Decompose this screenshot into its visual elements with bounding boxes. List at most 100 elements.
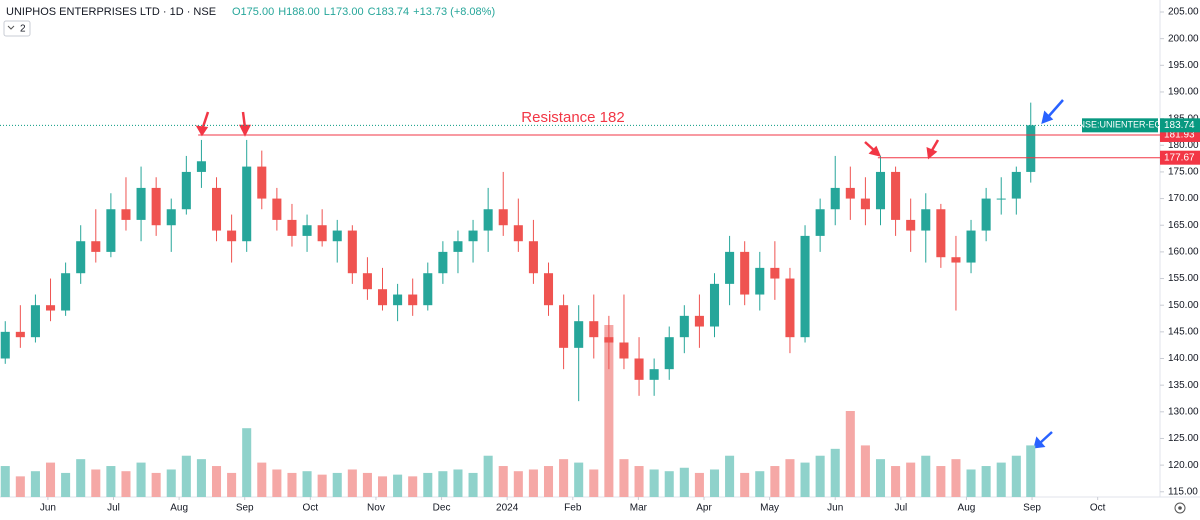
y-tick-label: 130.00 [1168, 406, 1199, 417]
legend-value: O175.00 [232, 6, 274, 18]
volume-bar [981, 466, 991, 497]
symbol-tag [1082, 118, 1158, 133]
symbol-tag-label: NSE:UNIENTER-EQ [1078, 120, 1161, 130]
volume-bar [0, 466, 10, 497]
volume-bar [423, 472, 433, 497]
indicator-count: 2 [20, 24, 26, 35]
volume-bar [679, 467, 689, 497]
candle-body [770, 267, 780, 279]
volume-bar [15, 476, 25, 497]
price-tag-label: 181.93 [1164, 130, 1195, 141]
volume-bar [528, 469, 538, 497]
candle-body [875, 171, 886, 210]
volume-bar [634, 466, 644, 497]
x-tick-label: Nov [367, 503, 385, 514]
volume-bar [800, 462, 810, 497]
volume-bar [257, 462, 267, 497]
y-tick-label: 115.00 [1168, 486, 1198, 497]
volume-bar [921, 455, 931, 497]
legend-value: C183.74 [368, 6, 410, 18]
candle-body [543, 273, 554, 306]
candle-body [181, 171, 191, 210]
y-tick-label: 125.00 [1168, 433, 1199, 444]
candle-body [785, 278, 795, 338]
candle-body [1011, 171, 1021, 199]
volume-bar [302, 471, 312, 497]
volume-bar [936, 466, 946, 497]
y-tick-label: 150.00 [1168, 300, 1199, 311]
y-tick-label: 120.00 [1168, 460, 1199, 471]
volume-bar [166, 469, 176, 497]
candle-body [1026, 125, 1036, 172]
volume-bar [61, 472, 71, 497]
legend-value: H188.00 [278, 6, 320, 18]
x-tick-label: Feb [564, 503, 582, 514]
candle-body [513, 225, 523, 242]
candle-body [815, 209, 825, 236]
candle-body [679, 315, 689, 338]
x-tick-label: Sep [1023, 503, 1041, 514]
settings-icon[interactable] [1174, 502, 1186, 514]
candle-body [800, 235, 810, 338]
volume-bar [45, 462, 56, 497]
candle-body [664, 337, 674, 370]
gear-center [1178, 506, 1182, 510]
volume-bar [604, 325, 614, 497]
volume-bar [785, 459, 795, 497]
candle-body [891, 171, 901, 220]
y-tick-label: 145.00 [1168, 326, 1199, 337]
volume-bar [181, 455, 191, 497]
candle-body [362, 273, 372, 290]
volume-bar [483, 455, 493, 497]
y-tick-label: 135.00 [1168, 380, 1199, 391]
candle-body [845, 187, 855, 199]
candle-body [121, 209, 131, 220]
volume-bar [498, 466, 508, 497]
candle-body [423, 273, 433, 306]
volume-bar [860, 445, 870, 497]
x-tick-label: Mar [630, 503, 648, 514]
volume-bar [996, 462, 1006, 497]
price-tag-label: 177.67 [1164, 152, 1195, 163]
candle-body [709, 283, 720, 327]
volume-bar [649, 469, 659, 497]
candle-body [981, 198, 991, 231]
chart-title: UNIPHOS ENTERPRISES LTD · 1D · NSE [6, 6, 216, 18]
y-tick-label: 200.00 [1168, 33, 1199, 44]
volume-bar [513, 471, 523, 497]
candle-body [287, 219, 297, 236]
y-tick-label: 160.00 [1168, 247, 1199, 258]
candle-body [211, 187, 222, 231]
candle-body [740, 251, 750, 295]
volume-bar [196, 459, 206, 497]
volume-bar [815, 455, 825, 497]
blue-arrows [1033, 99, 1064, 449]
volume-bar [1026, 445, 1036, 497]
volume-bar [272, 469, 282, 497]
volume-bar [468, 472, 478, 497]
candle-body [755, 267, 765, 295]
candle-body [151, 187, 161, 226]
volume-bar [242, 428, 252, 497]
candle-body [453, 241, 463, 252]
volume-bar [875, 459, 886, 497]
candle-body [377, 289, 388, 306]
volume-bar [408, 476, 418, 497]
candle-body [604, 337, 614, 343]
candle-body [302, 225, 312, 236]
volume-bar [438, 471, 448, 497]
indicator-toggle[interactable] [3, 20, 31, 37]
y-tick-label: 155.00 [1168, 273, 1199, 284]
candle-body [619, 342, 629, 359]
price-tag-label: 183.74 [1164, 120, 1195, 131]
x-tick-label: Jul [894, 503, 907, 514]
candle-body [332, 230, 342, 242]
price-tag [1160, 150, 1200, 165]
volume-bar [151, 472, 161, 497]
candle-body [725, 251, 735, 284]
volume-bar [770, 466, 780, 497]
volume-bar [453, 469, 463, 497]
chevron-icon [7, 25, 15, 30]
candle-body [106, 209, 116, 252]
